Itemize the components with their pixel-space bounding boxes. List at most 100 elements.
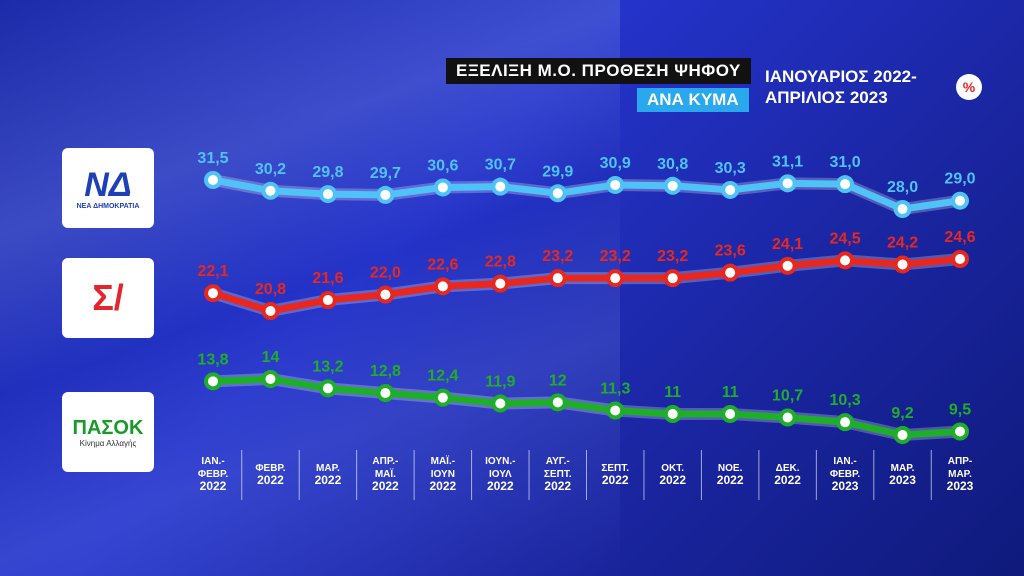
data-label: 13,8: [197, 351, 228, 368]
data-label: 12,4: [427, 368, 458, 385]
data-label: 22,6: [427, 256, 458, 273]
x-tick-label: ΦΕΒΡ.: [830, 469, 860, 480]
data-point: [552, 273, 563, 284]
data-label: 29,7: [370, 165, 401, 182]
data-point: [208, 376, 218, 387]
x-tick-label: ΣΕΠΤ.: [544, 469, 572, 480]
chart-title: ΕΞΕΛΙΞΗ Μ.Ο. ΠΡΟΘΕΣΗ ΨΗΦΟΥ: [446, 58, 751, 84]
data-point: [322, 383, 333, 394]
data-label: 10,7: [772, 388, 803, 405]
data-label: 12,8: [370, 363, 401, 380]
x-tick-label: ΜΑΡ.: [948, 469, 972, 480]
data-label: 9,5: [949, 402, 971, 419]
period-line-1: ΙΑΝΟΥΑΡΙΟΣ 2022-: [765, 67, 917, 86]
x-tick-label: 2022: [257, 473, 284, 487]
period-label: ΙΑΝΟΥΑΡΙΟΣ 2022- ΑΠΡΙΛΙΟΣ 2023: [765, 66, 917, 108]
x-tick-label: ΑΠΡ.-: [372, 456, 398, 467]
data-point: [840, 179, 851, 190]
data-point: [322, 295, 333, 306]
data-point: [437, 392, 448, 403]
data-point: [610, 273, 621, 284]
x-tick-label: ΙΑΝ.-: [833, 456, 856, 467]
x-tick-label: 2022: [602, 473, 629, 487]
data-point: [208, 175, 218, 185]
percent-badge: %: [956, 74, 982, 100]
data-label: 24,5: [830, 230, 861, 247]
period-line-2: ΑΠΡΙΛΙΟΣ 2023: [765, 88, 888, 107]
nd-logo-mark: ΝΔ: [84, 165, 132, 204]
x-tick-label: 2022: [774, 473, 801, 487]
nd-logo: ΝΔ ΝΕΑ ΔΗΜΟΚΡΑΤΙΑ: [62, 148, 154, 228]
data-label: 24,1: [772, 236, 803, 253]
data-point: [495, 398, 506, 409]
x-tick-label: ΜΑΡ.: [891, 463, 915, 474]
x-tick-label: 2022: [315, 473, 342, 487]
data-label: 11,9: [485, 374, 515, 391]
x-tick-label: ΜΑΪ.-: [431, 454, 455, 467]
x-tick-label: ΜΑΪ.: [375, 467, 396, 480]
x-tick-label: 2022: [717, 473, 744, 487]
data-label: 11: [664, 384, 681, 401]
data-point: [897, 259, 908, 270]
x-tick-label: 2022: [487, 479, 514, 493]
x-tick-label: ΙΟΥΝ.-: [485, 456, 515, 467]
data-label: 22,1: [197, 263, 228, 280]
data-label: 10,3: [830, 392, 861, 409]
pasok-logo: ΠΑΣΟΚ Κίνημα Αλλαγής: [62, 392, 154, 472]
x-tick-label: ΝΟΕ.: [718, 463, 743, 474]
data-point: [725, 184, 736, 195]
data-label: 23,2: [600, 248, 631, 265]
series-line: [209, 375, 964, 439]
data-point: [610, 179, 621, 190]
data-point: [840, 255, 851, 266]
data-label: 12: [549, 372, 567, 389]
data-point: [322, 189, 333, 200]
data-point: [782, 412, 793, 423]
pasok-logo-caption: Κίνημα Αλλαγής: [79, 438, 137, 448]
data-label: 30,7: [485, 157, 516, 174]
data-label: 30,9: [600, 155, 631, 172]
x-tick-label: 2022: [372, 479, 399, 493]
x-tick-label: ΙΟΥΛ: [489, 469, 512, 480]
data-point: [437, 281, 448, 292]
syriza-logo-mark: Σ/: [92, 277, 124, 318]
x-tick-label: ΑΠΡ-: [948, 456, 972, 467]
x-tick-label: ΦΕΒΡ.: [255, 463, 285, 474]
data-point: [725, 409, 736, 419]
data-label: 24,6: [944, 229, 975, 246]
x-tick-label: ΑΥΓ.-: [546, 456, 570, 467]
data-point: [380, 189, 391, 200]
syriza-logo: Σ/: [62, 258, 154, 338]
x-tick-label: ΔΕΚ.: [776, 463, 800, 474]
nd-logo-caption: ΝΕΑ ΔΗΜΟΚΡΑΤΙΑ: [76, 202, 140, 210]
data-label: 22,0: [370, 265, 401, 282]
data-label: 30,8: [657, 156, 688, 173]
data-label: 23,6: [715, 243, 746, 260]
x-tick-label: 2023: [889, 473, 916, 487]
data-label: 22,8: [485, 254, 516, 271]
data-point: [667, 180, 678, 191]
pasok-logo-mark: ΠΑΣΟΚ: [72, 416, 144, 439]
data-label: 31,5: [197, 150, 228, 167]
x-tick-label: 2022: [429, 479, 456, 493]
data-label: 11,3: [600, 381, 630, 398]
data-point: [552, 188, 563, 199]
data-label: 20,8: [255, 281, 286, 298]
data-label: 30,2: [255, 161, 286, 178]
x-tick-label: ΟΚΤ.: [661, 463, 684, 474]
data-label: 31,0: [830, 154, 861, 171]
data-label: 13,2: [312, 358, 343, 375]
data-label: 29,0: [944, 171, 975, 188]
x-tick-label: 2022: [659, 473, 686, 487]
data-point: [380, 289, 391, 300]
x-tick-label: 2023: [832, 479, 859, 493]
x-tick-label: ΦΕΒΡ.: [198, 469, 228, 480]
x-tick-label: ΜΑΡ.: [316, 463, 340, 474]
data-point: [437, 182, 448, 193]
data-label: 23,2: [542, 248, 573, 265]
data-point: [955, 254, 965, 264]
x-tick-label: 2022: [544, 479, 571, 493]
data-label: 21,6: [312, 270, 343, 287]
